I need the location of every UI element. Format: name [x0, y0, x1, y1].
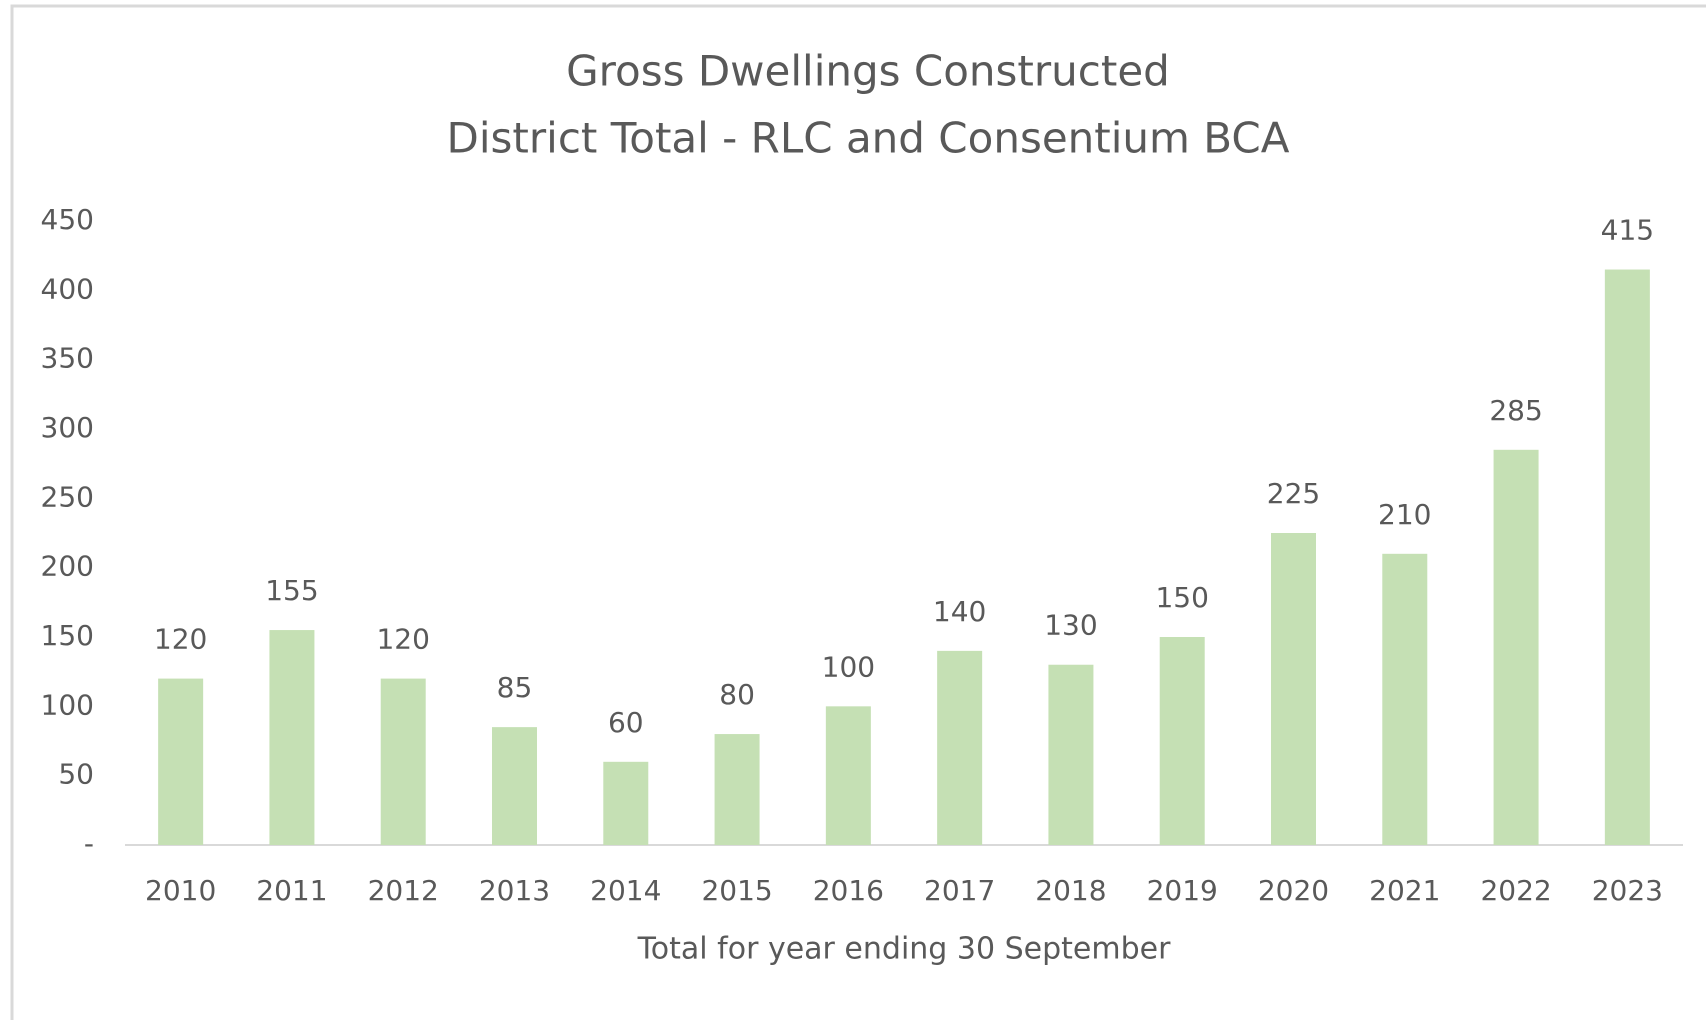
x-tick-label: 2018 [1035, 874, 1106, 907]
y-tick-label: 450 [41, 203, 94, 236]
bar [269, 630, 315, 845]
data-label: 225 [1267, 477, 1320, 510]
bar [714, 734, 760, 845]
x-tick-label: 2021 [1369, 874, 1440, 907]
x-tick-label: 2011 [256, 874, 327, 907]
bar [825, 706, 871, 845]
x-tick-label: 2010 [145, 874, 216, 907]
y-tick-label: 300 [41, 411, 94, 444]
x-tick-label: 2023 [1592, 874, 1663, 907]
x-tick-label: 2014 [590, 874, 661, 907]
y-tick-label: 400 [41, 272, 94, 305]
chart-subtitle: District Total - RLC and Consentium BCA [447, 114, 1290, 163]
bar [1271, 533, 1316, 845]
data-label: 155 [265, 574, 318, 607]
data-label: 100 [822, 650, 875, 683]
y-tick-label: 250 [41, 480, 94, 513]
y-tick-label: - [84, 827, 94, 860]
bar [1382, 553, 1428, 845]
data-label: 415 [1601, 214, 1654, 247]
x-tick-label: 2015 [701, 874, 772, 907]
chart-title: Gross Dwellings Constructed [566, 47, 1170, 96]
bar [158, 678, 204, 845]
data-label: 120 [154, 623, 207, 656]
bar [603, 761, 649, 845]
y-tick-label: 100 [41, 688, 94, 721]
x-tick-label: 2020 [1258, 874, 1329, 907]
x-tick-label: 2017 [924, 874, 995, 907]
bar [937, 650, 983, 845]
y-tick-label: 350 [41, 342, 94, 375]
data-label: 80 [719, 678, 755, 711]
bar [1048, 664, 1094, 845]
y-tick-label: 150 [41, 619, 94, 652]
data-label: 140 [933, 595, 986, 628]
x-tick-label: 2022 [1480, 874, 1551, 907]
data-label: 85 [497, 671, 533, 704]
chart-frame [10, 4, 1706, 1020]
y-tick-label: 200 [41, 550, 94, 583]
data-label: 150 [1155, 581, 1208, 614]
data-label: 130 [1044, 609, 1097, 642]
bar [492, 727, 537, 845]
bar [1604, 269, 1650, 845]
x-axis-title: Total for year ending 30 September [637, 932, 1171, 967]
bar [1159, 637, 1205, 845]
data-label: 60 [608, 706, 644, 739]
y-tick-label: 50 [58, 758, 94, 791]
data-label: 120 [376, 623, 429, 656]
bar [1493, 449, 1539, 845]
x-tick-label: 2012 [368, 874, 439, 907]
data-label: 210 [1378, 498, 1431, 531]
x-tick-label: 2013 [479, 874, 550, 907]
data-label: 285 [1489, 394, 1542, 427]
x-tick-label: 2016 [813, 874, 884, 907]
bar [380, 678, 426, 845]
x-tick-label: 2019 [1147, 874, 1218, 907]
